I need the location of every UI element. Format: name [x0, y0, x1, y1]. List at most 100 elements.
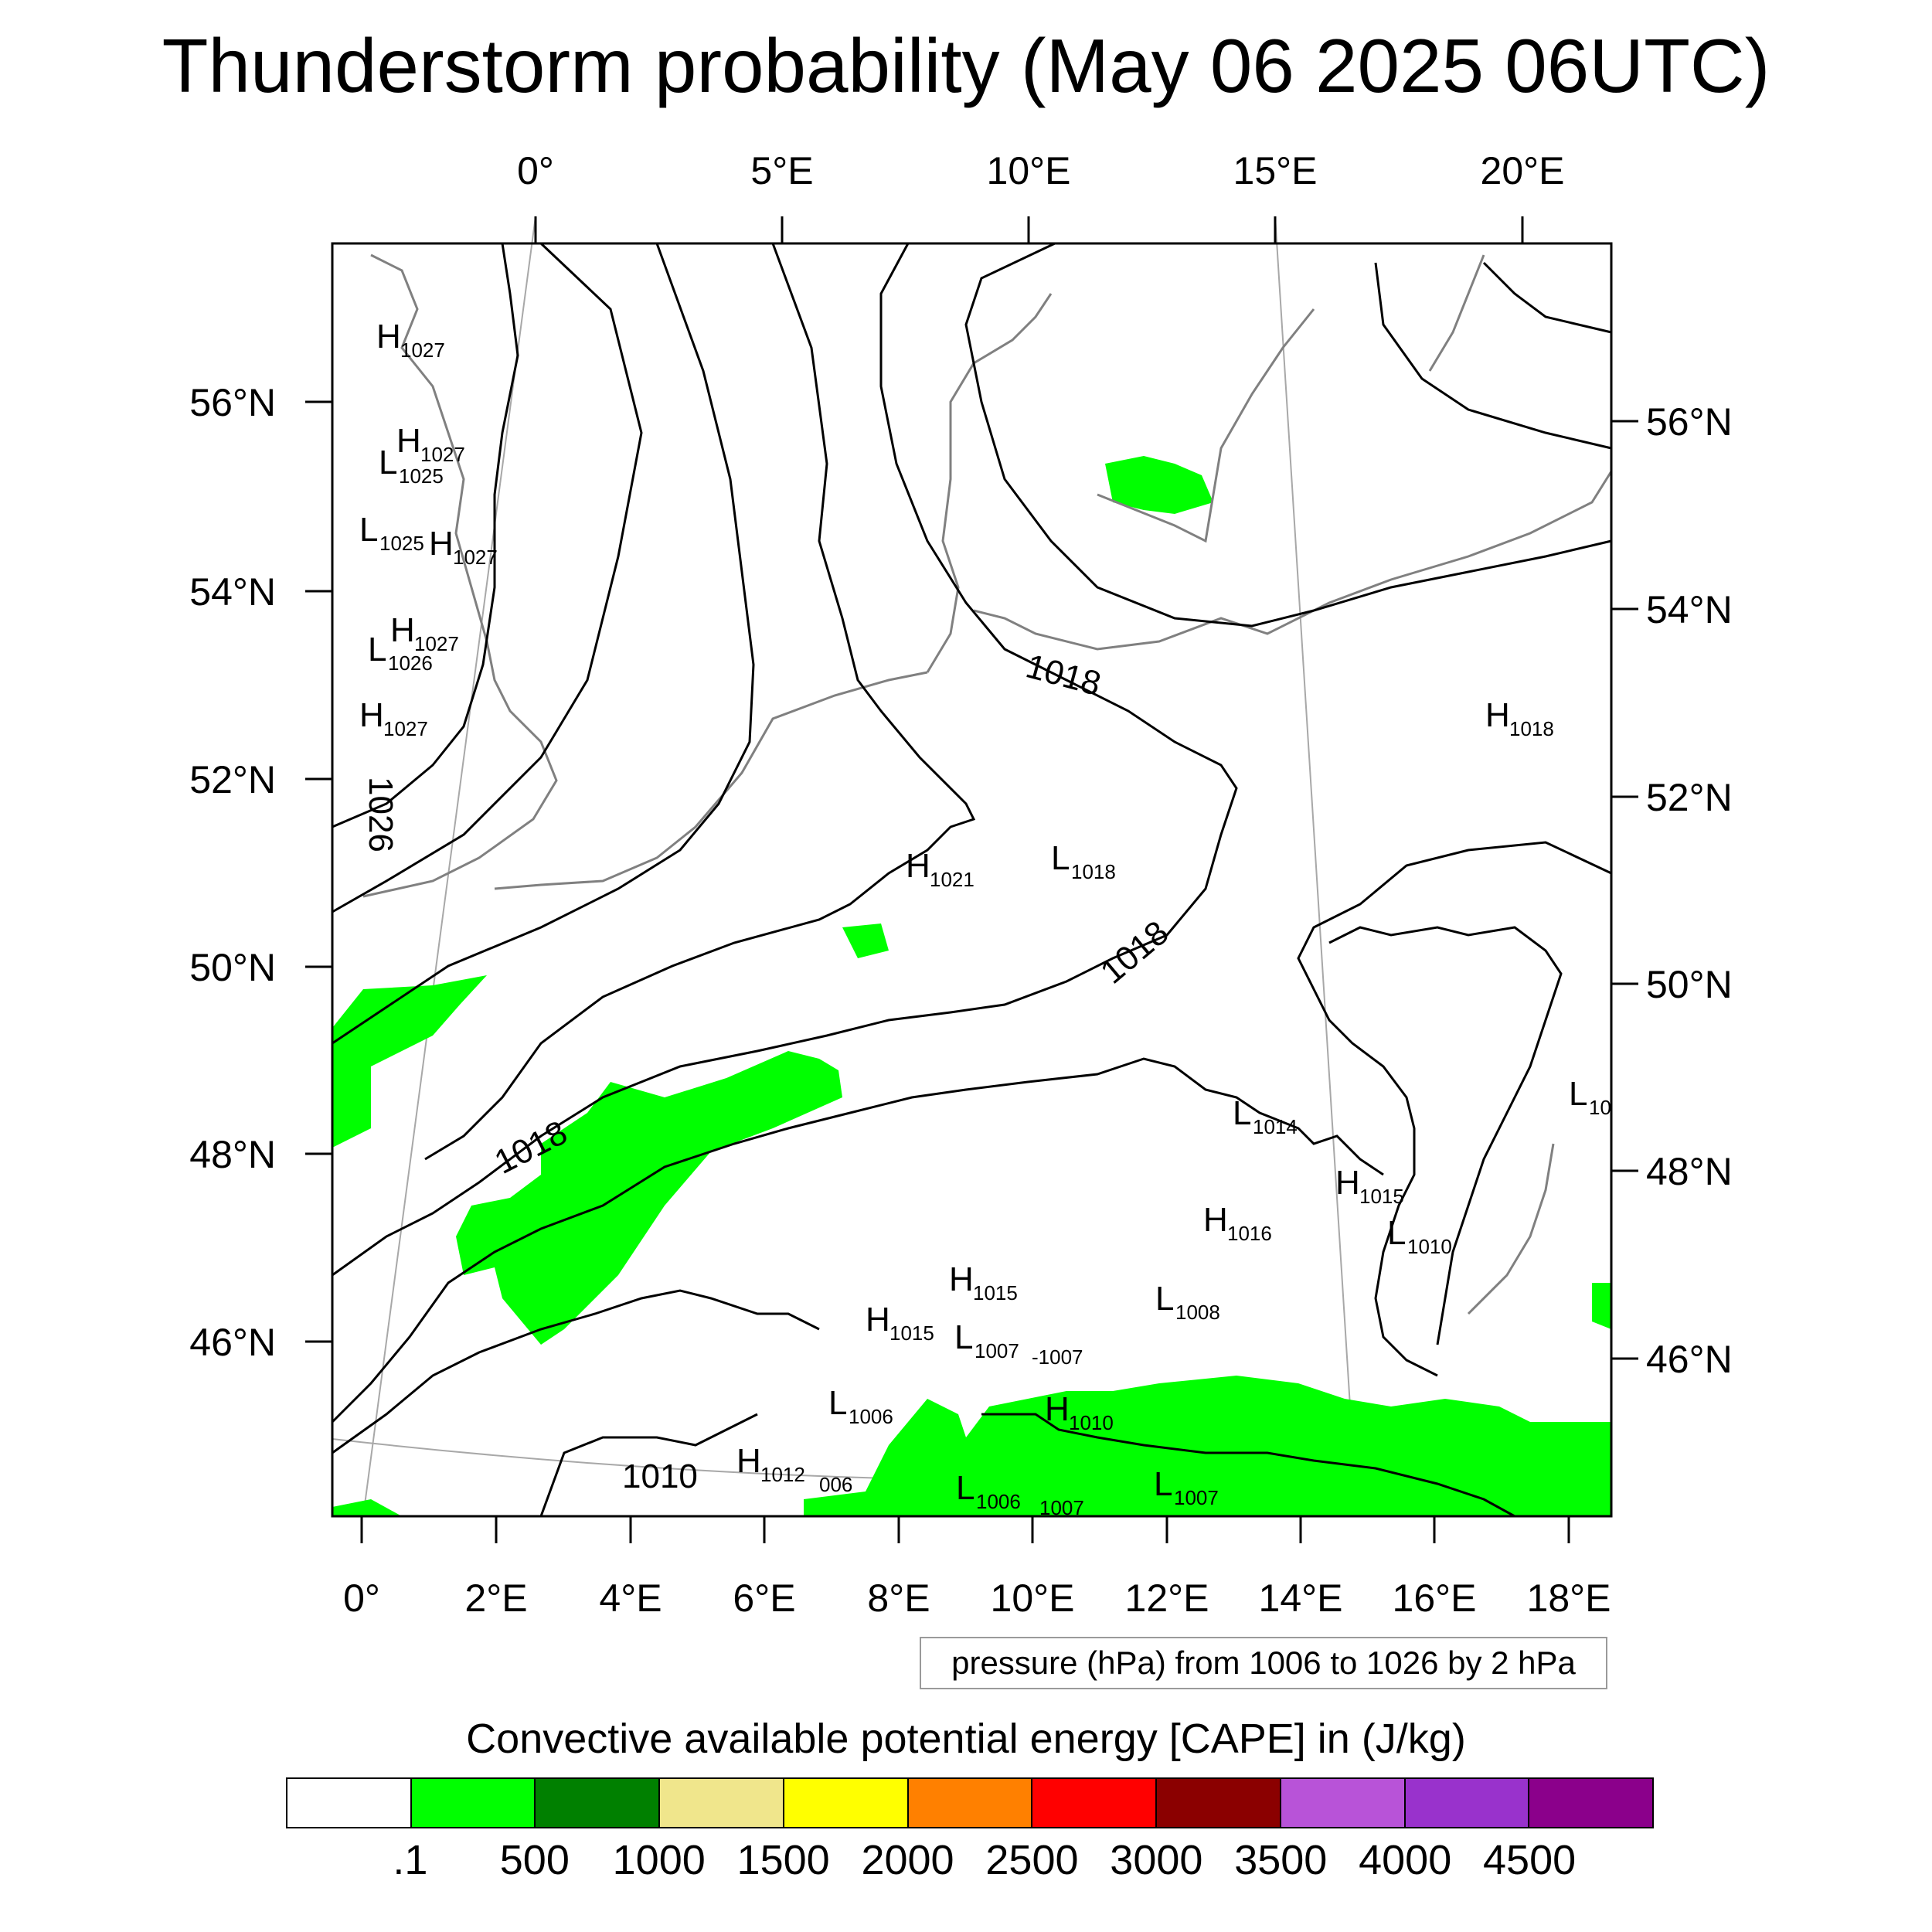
pressure-center: H 1015: [949, 1260, 1018, 1304]
pressure-center: H 1016: [1203, 1201, 1272, 1245]
svg-text:H: H: [429, 525, 454, 563]
bottom-lon-label: 18°E: [1527, 1577, 1611, 1620]
svg-text:L: L: [1387, 1214, 1406, 1252]
minor-label: 1007: [1039, 1496, 1084, 1519]
colorbar-label: 4000: [1359, 1837, 1452, 1883]
colorbar-swatch: [1405, 1779, 1530, 1827]
svg-text:1008: 1008: [1175, 1301, 1220, 1324]
bottom-lon-label: 0°: [343, 1577, 380, 1620]
colorbar-swatch: [411, 1779, 536, 1827]
svg-text:1015: 1015: [1359, 1185, 1404, 1208]
bottom-lon-labels: 0° 2°E 4°E 6°E 8°E 10°E 12°E 14°E 16°E 1…: [343, 1577, 1611, 1620]
isobars: [331, 242, 1612, 1518]
minor-label: -1007: [1032, 1345, 1083, 1369]
bottom-lon-label: 4°E: [599, 1577, 662, 1620]
map-title: Thunderstorm probability (May 06 2025 06…: [162, 23, 1770, 108]
svg-text:H: H: [736, 1442, 761, 1480]
pressure-center: H 1012: [736, 1442, 805, 1486]
tick-marks: [305, 216, 1638, 1543]
svg-text:1027: 1027: [420, 443, 465, 466]
colorbar-swatch: [784, 1779, 909, 1827]
bottom-lon-label: 8°E: [867, 1577, 930, 1620]
svg-text:1025: 1025: [399, 464, 444, 488]
pressure-center: H 1027: [396, 422, 465, 466]
svg-text:1015: 1015: [889, 1321, 934, 1345]
svg-text:H: H: [396, 422, 421, 460]
left-lat-label: 50°N: [189, 946, 276, 989]
pressure-center: H 1018: [1485, 696, 1554, 740]
right-lat-label: 48°N: [1646, 1150, 1733, 1193]
left-lat-label: 48°N: [189, 1133, 276, 1176]
svg-text:1007: 1007: [1174, 1486, 1219, 1509]
svg-text:1006: 1006: [976, 1490, 1021, 1513]
minor-labels: -1007 006 1007: [819, 1345, 1084, 1519]
top-lon-labels: 0° 5°E 10°E 15°E 20°E: [517, 149, 1564, 192]
svg-text:1016: 1016: [1227, 1222, 1272, 1245]
coastlines: [362, 253, 1613, 1315]
left-lat-label: 54°N: [189, 570, 276, 614]
svg-text:H: H: [1335, 1164, 1360, 1202]
right-lat-label: 54°N: [1646, 588, 1733, 631]
cape-region-alps: [804, 1376, 1611, 1516]
pressure-legend-note: pressure (hPa) from 1006 to 1026 by 2 hP…: [920, 1637, 1607, 1689]
pressure-center: H 1010: [1045, 1390, 1114, 1434]
svg-text:L: L: [1155, 1280, 1174, 1318]
contour-label: 1018: [1094, 913, 1175, 991]
svg-text:1010: 1010: [1069, 1411, 1114, 1434]
colorbar-swatch: [536, 1779, 661, 1827]
bottom-lon-label: 14°E: [1259, 1577, 1343, 1620]
svg-text:L: L: [954, 1318, 973, 1356]
svg-text:H: H: [866, 1301, 890, 1338]
colorbar-label: 4500: [1483, 1837, 1577, 1883]
colorbar-swatch: [1157, 1779, 1281, 1827]
svg-text:H: H: [376, 318, 401, 355]
pressure-center: L 1026: [368, 631, 433, 675]
svg-text:1027: 1027: [453, 546, 498, 569]
pressure-center: H 1027: [390, 611, 459, 655]
colorbar-label: 2500: [985, 1837, 1079, 1883]
bottom-lon-label: 6°E: [733, 1577, 795, 1620]
svg-text:1027: 1027: [400, 338, 445, 362]
svg-text:L: L: [368, 631, 386, 668]
map-frame: [331, 242, 1613, 1518]
svg-text:1018: 1018: [1071, 860, 1116, 883]
pressure-center: H 1027: [376, 318, 445, 362]
colorbar-title: Convective available potential energy [C…: [466, 1716, 1466, 1762]
right-lat-label: 50°N: [1646, 963, 1733, 1006]
minor-label: 006: [819, 1473, 852, 1496]
svg-text:1014: 1014: [1253, 1115, 1298, 1138]
colorbar-swatch: [1032, 1779, 1158, 1827]
contour-label: 1026: [362, 777, 400, 852]
cape-region-france: [456, 1051, 842, 1345]
pressure-center: L 1014: [1233, 1094, 1298, 1138]
cape-region-east: [1592, 1283, 1611, 1329]
svg-text:1026: 1026: [388, 651, 433, 675]
colorbar-label: 500: [499, 1837, 570, 1883]
top-lon-label: 0°: [517, 149, 554, 192]
pressure-center: H 1021: [906, 847, 975, 891]
colorbar-label: 2000: [861, 1837, 954, 1883]
svg-text:1015: 1015: [973, 1281, 1018, 1304]
svg-text:1027: 1027: [383, 717, 428, 740]
svg-text:1006: 1006: [849, 1405, 893, 1428]
colorbar-label: 1500: [736, 1837, 830, 1883]
svg-text:H: H: [390, 611, 415, 649]
colorbar-swatch: [1529, 1779, 1653, 1827]
cape-region-channel: [332, 975, 487, 1148]
top-lon-label: 15°E: [1233, 149, 1318, 192]
right-lat-label: 46°N: [1646, 1338, 1733, 1381]
colorbar-label: 1000: [612, 1837, 706, 1883]
cape-region-south-west: [332, 1499, 402, 1516]
pressure-center: H 1015: [1335, 1164, 1404, 1208]
top-lon-label: 10°E: [987, 149, 1071, 192]
pressure-center: L 1006: [828, 1384, 893, 1428]
bottom-lon-label: 12°E: [1125, 1577, 1209, 1620]
svg-text:1021: 1021: [930, 868, 975, 891]
top-lon-label: 5°E: [750, 149, 813, 192]
svg-text:H: H: [1485, 696, 1510, 734]
pressure-centers: H 1027 H 1027 L 1025 L 1025 H 1027 H 1027 L 102…: [359, 318, 1611, 1513]
contour-label: 1018: [1022, 647, 1104, 703]
colorbar-labels: .1 500 1000 1500 2000 2500 3000 3500 4000 4500: [286, 1836, 1654, 1890]
svg-text:L: L: [1233, 1094, 1251, 1132]
